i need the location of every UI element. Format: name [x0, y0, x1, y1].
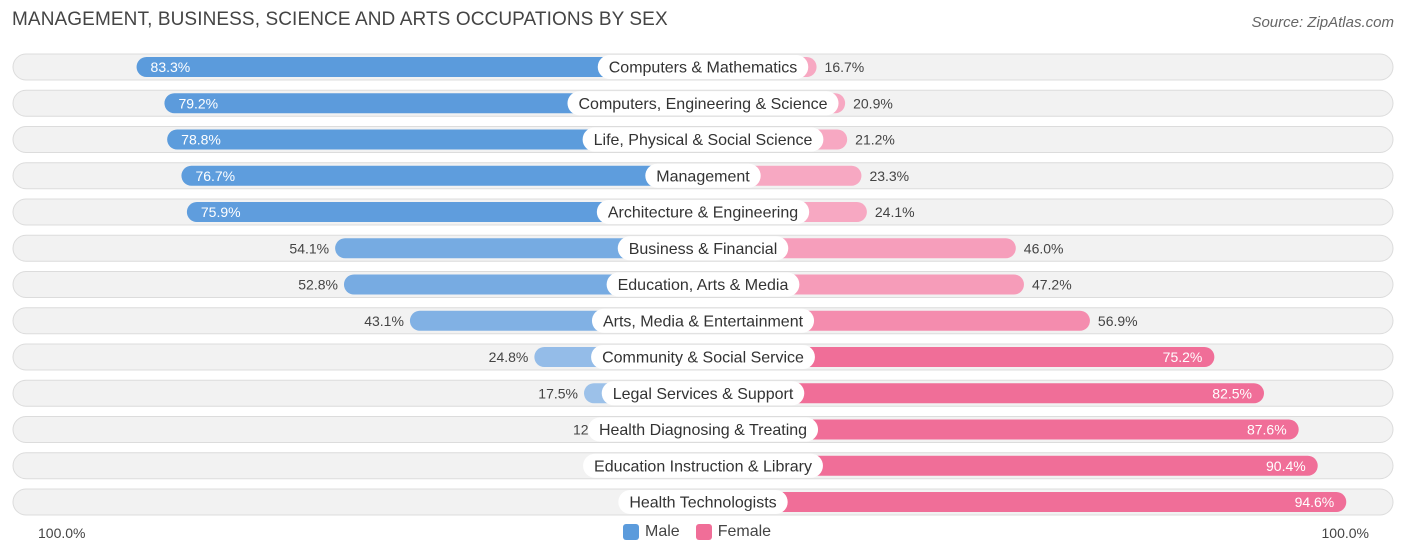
- bar-female: [703, 347, 1215, 367]
- category-pill: [582, 127, 824, 152]
- value-label-female: 90.4%: [1266, 458, 1306, 474]
- bar-male: [335, 238, 703, 259]
- value-label-female: 82.5%: [1212, 385, 1252, 401]
- legend-female-label: Female: [717, 523, 772, 540]
- source-label: Source: ZipAtlas.com: [1251, 14, 1394, 31]
- category-label: Community & Social Service: [602, 350, 804, 367]
- value-label-male: 79.2%: [178, 95, 218, 111]
- value-label-female: 46.0%: [1024, 240, 1064, 256]
- category-pill: [591, 308, 815, 333]
- value-label-female: 94.6%: [1295, 494, 1335, 510]
- bar-male: [136, 57, 703, 77]
- value-label-male: 43.1%: [364, 313, 404, 329]
- category-label: Health Technologists: [629, 495, 776, 512]
- bar-female: [703, 455, 1318, 476]
- chart-title: MANAGEMENT, BUSINESS, SCIENCE AND ARTS O…: [12, 9, 668, 30]
- value-label-female: 16.7%: [825, 59, 865, 75]
- legend-male: Male: [623, 523, 680, 541]
- bar-male: [167, 129, 703, 150]
- axis-left-label: 100.0%: [38, 525, 86, 541]
- value-label-male: 76.7%: [195, 168, 235, 184]
- legend: Male Female: [623, 523, 787, 541]
- legend-male-label: Male: [645, 523, 680, 540]
- category-label: Architecture & Engineering: [608, 205, 798, 222]
- bar-male: [181, 165, 703, 186]
- value-label-male: 52.8%: [298, 277, 338, 293]
- value-label-female: 47.2%: [1032, 277, 1072, 293]
- bar-male: [186, 202, 703, 222]
- category-label: Arts, Media & Entertainment: [603, 313, 804, 330]
- category-pill: [617, 236, 789, 261]
- category-label: Legal Services & Support: [613, 386, 794, 403]
- legend-female-swatch: [695, 524, 712, 540]
- bar-female: [703, 383, 1264, 404]
- category-pill: [591, 345, 815, 369]
- axis-right-label: 100.0%: [1321, 525, 1369, 541]
- value-label-female: 56.9%: [1098, 313, 1138, 329]
- value-label-female: 20.9%: [853, 95, 893, 111]
- value-label-male: 54.1%: [289, 240, 329, 256]
- value-label-male: 17.5%: [538, 385, 578, 401]
- value-label-female: 75.2%: [1163, 349, 1203, 365]
- legend-female: Female: [695, 523, 772, 541]
- category-pill: [601, 381, 805, 406]
- value-label-male: 24.8%: [489, 349, 529, 365]
- category-pill: [618, 490, 788, 514]
- category-pill: [606, 272, 800, 297]
- category-pill: [596, 200, 810, 224]
- category-pill: [583, 453, 823, 478]
- category-pill: [597, 55, 809, 79]
- category-label: Business & Financial: [629, 241, 778, 258]
- category-label: Computers, Engineering & Science: [578, 96, 827, 113]
- category-label: Computers & Mathematics: [609, 60, 798, 77]
- value-label-female: 87.6%: [1247, 422, 1287, 438]
- bar-female: [703, 492, 1347, 512]
- category-pill: [587, 417, 819, 442]
- category-pill: [567, 91, 839, 116]
- category-label: Education, Arts & Media: [618, 277, 789, 294]
- category-label: Management: [656, 168, 750, 185]
- value-label-male: 83.3%: [151, 59, 191, 75]
- category-pill: [645, 163, 761, 188]
- value-label-female: 23.3%: [869, 168, 909, 184]
- value-label-male: 78.8%: [181, 132, 221, 148]
- value-label-female: 24.1%: [875, 204, 915, 220]
- legend-male-swatch: [623, 524, 639, 540]
- category-label: Health Diagnosing & Treating: [599, 422, 807, 439]
- value-label-female: 21.2%: [855, 132, 895, 148]
- value-label-male: 75.9%: [201, 204, 241, 220]
- category-label: Life, Physical & Social Science: [594, 132, 813, 149]
- category-label: Education Instruction & Library: [594, 458, 812, 475]
- bar-male: [164, 93, 703, 114]
- bar-female: [703, 419, 1299, 440]
